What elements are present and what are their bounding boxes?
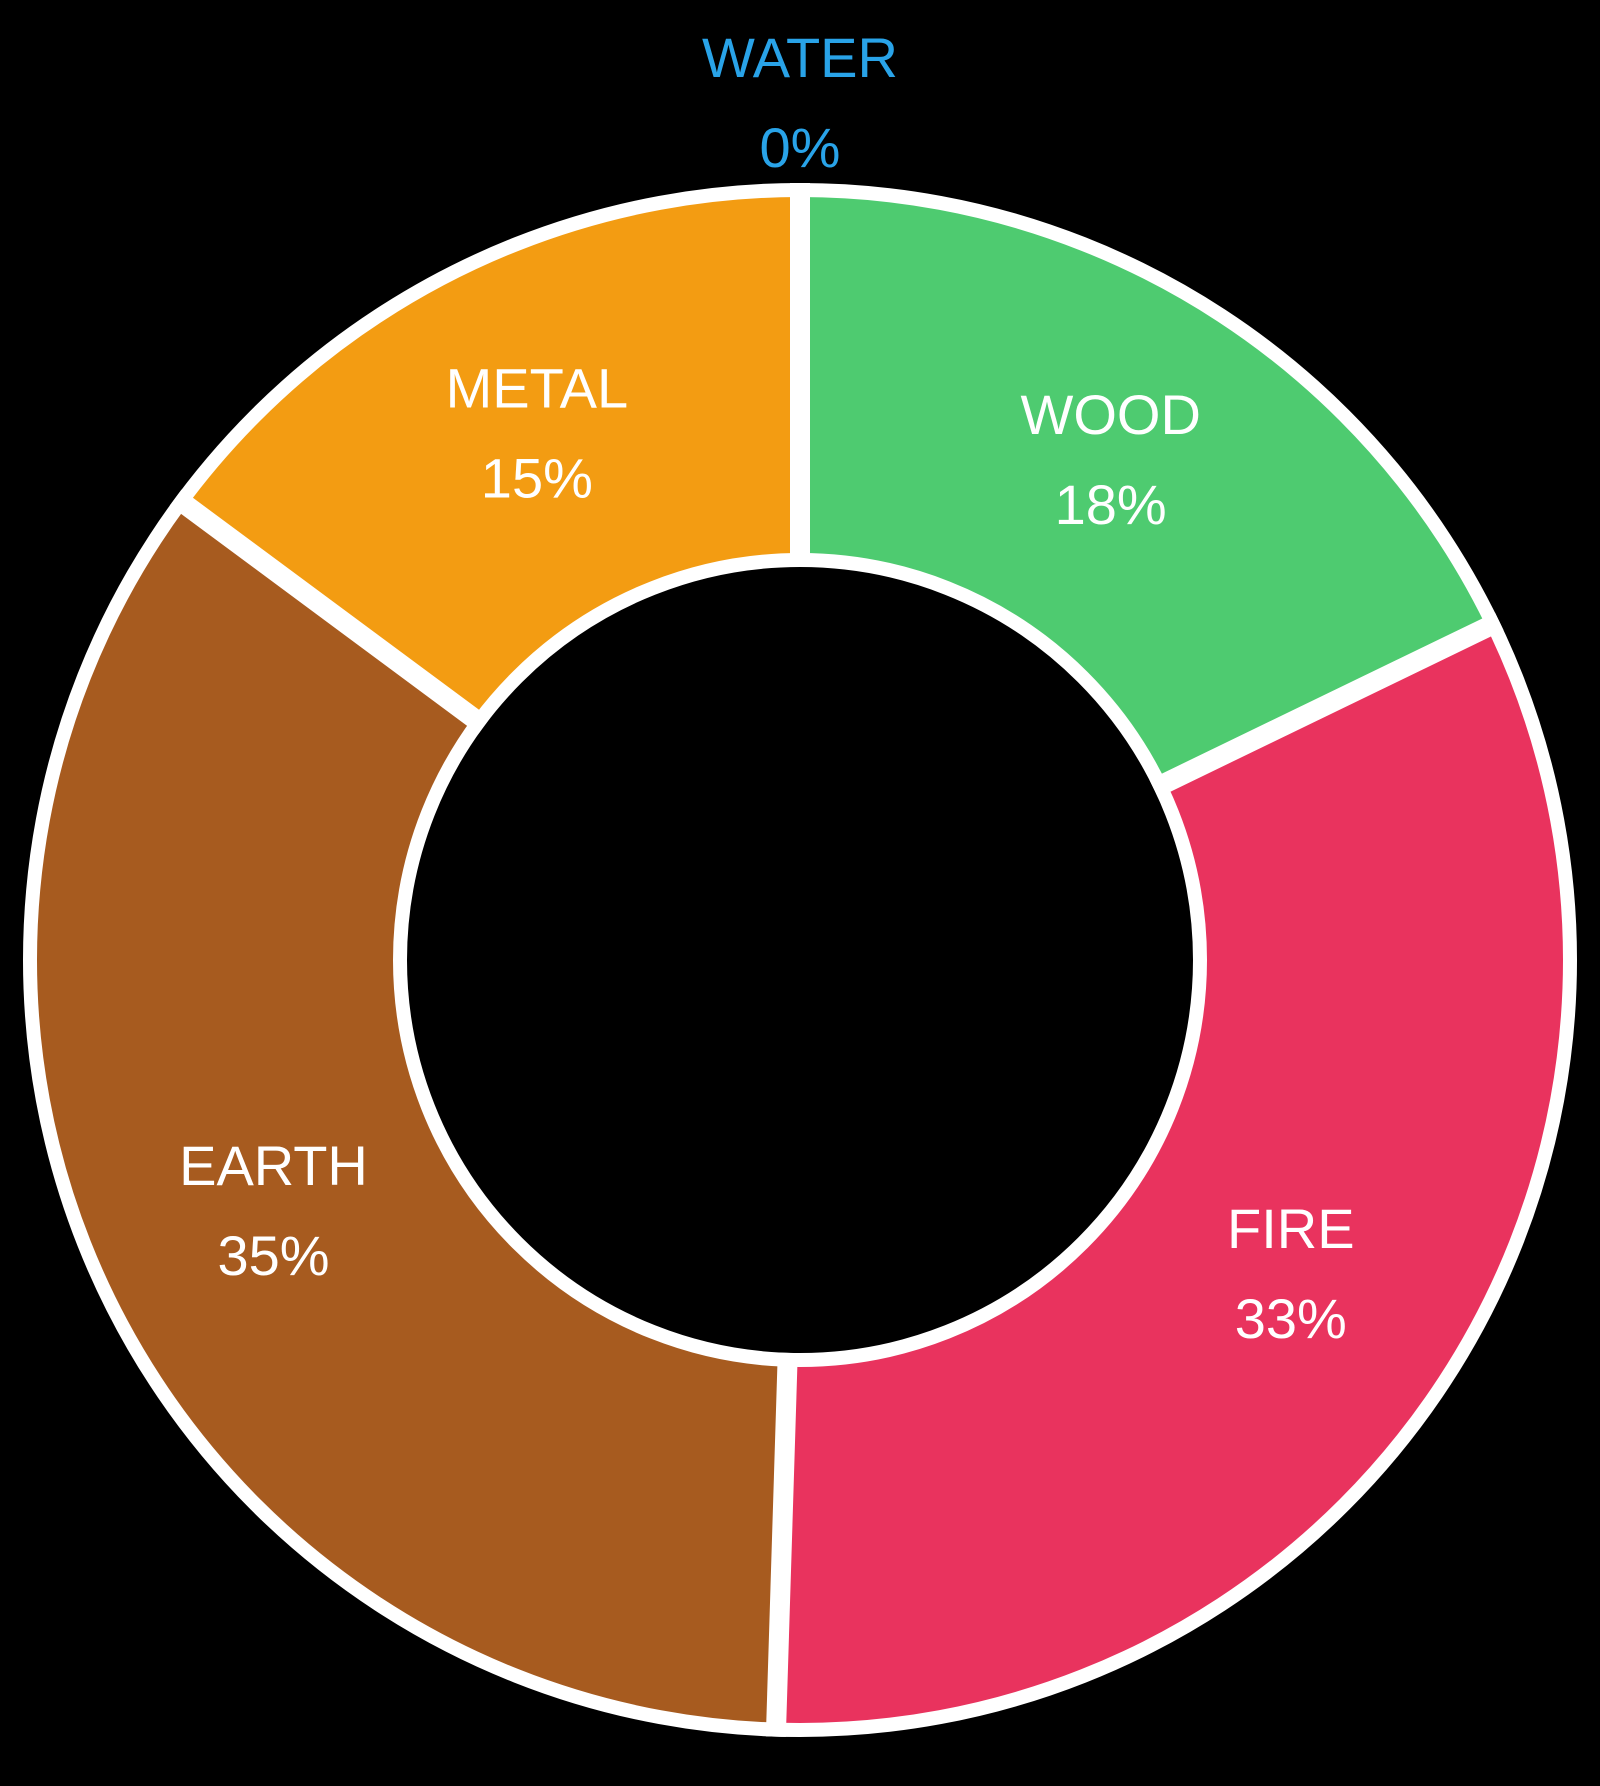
slice-percent-earth: 35% (217, 1224, 329, 1287)
slice-percent-wood: 18% (1055, 473, 1167, 536)
slice-percent-fire: 33% (1235, 1287, 1347, 1350)
zero-percent-water: 0% (760, 116, 841, 179)
slice-label-wood: WOOD (1020, 383, 1200, 446)
slice-divider (776, 1353, 788, 1737)
slice-percent-metal: 15% (481, 446, 593, 509)
donut-svg: WOOD 18% FIRE 33% EARTH 35% METAL 15% WATER 0% (0, 0, 1600, 1786)
slice-label-fire: FIRE (1227, 1197, 1355, 1260)
slice-label-earth: EARTH (179, 1134, 368, 1197)
zero-label-water: WATER (702, 26, 898, 89)
slice-label-metal: METAL (446, 356, 629, 419)
donut-chart: WOOD 18% FIRE 33% EARTH 35% METAL 15% WATER 0% (0, 0, 1600, 1786)
